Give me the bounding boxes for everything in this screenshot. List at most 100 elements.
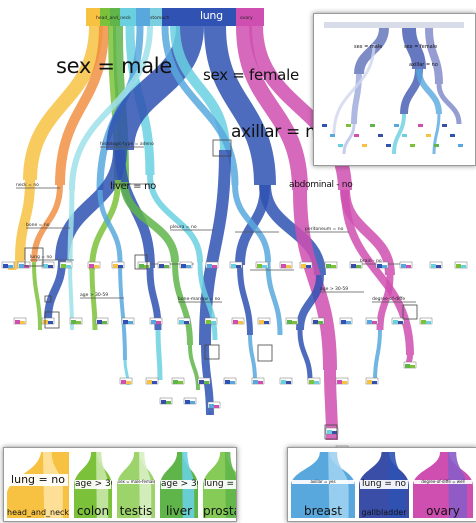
minimap-label: sex = male	[354, 44, 382, 50]
minimap-leaf	[410, 144, 415, 147]
flow-band	[259, 184, 326, 276]
leaf-node	[95, 317, 109, 325]
root-class-label: stomach	[150, 15, 169, 21]
node-label: peritoneum = no	[305, 226, 344, 232]
leaf-node	[205, 261, 219, 269]
leaf-node	[197, 377, 211, 385]
split-label-abdominal-no: abdominal - no	[289, 180, 353, 190]
leaf-condition: lung = no	[8, 474, 68, 486]
leaf-condition: degree-of-diffe = well	[414, 479, 472, 485]
root-segment	[120, 8, 136, 26]
selected-node-box	[134, 254, 148, 270]
leaf-node	[251, 377, 265, 385]
minimap-leaf	[418, 124, 423, 127]
minimap-leaf	[442, 124, 447, 127]
minimap-band	[351, 73, 362, 125]
leaf-class-name: prostate	[203, 504, 236, 518]
root-segment	[100, 8, 110, 26]
leaf-node	[87, 261, 101, 269]
leaf-liver[interactable]: age > 30-59 liver	[160, 452, 198, 518]
leaf-node	[119, 377, 133, 385]
leaf-flow-icon	[291, 452, 355, 518]
leaf-flow-icon	[117, 452, 155, 518]
minimap-leaf	[362, 144, 367, 147]
leaf-condition: age > 30-59	[161, 479, 198, 490]
overview-minimap[interactable]: sex = male sex = female axillar = no	[313, 13, 476, 166]
leaf-class-name: ovary	[426, 504, 460, 518]
flow-band	[236, 25, 308, 191]
leaf-prostate[interactable]: lung = no prostate	[203, 452, 236, 518]
leaf-legend-left: lung = no head_and_neck age > 30-59colonse…	[3, 447, 237, 522]
leaf-testis[interactable]: sex = male-female testis	[117, 452, 155, 518]
minimap-leaf	[426, 134, 431, 137]
leaf-node	[207, 401, 221, 409]
minimap-label: axillar = no	[409, 62, 438, 68]
leaf-node	[1, 261, 15, 269]
leaf-node	[255, 261, 269, 269]
minimap-leaf	[402, 134, 407, 137]
flow-band	[373, 329, 382, 381]
leaf-node	[149, 317, 163, 325]
flow-band	[155, 329, 163, 381]
minimap-band	[402, 27, 426, 70]
leaf-node	[17, 261, 31, 269]
flow-band	[265, 261, 283, 336]
flow-band	[44, 259, 66, 321]
flow-band	[23, 25, 103, 181]
leaf-node	[324, 261, 338, 269]
flow-band	[8, 259, 24, 271]
selected-node-box	[44, 295, 52, 303]
leaf-node	[285, 317, 299, 325]
leaf-node	[229, 261, 243, 269]
node-label: bone = no	[26, 222, 50, 228]
leaf-node	[41, 261, 55, 269]
node-label: degree-of-diffe	[372, 296, 405, 302]
leaf-breast[interactable]: axillar = yes breast	[291, 452, 355, 518]
leaf-node	[59, 261, 73, 269]
node-label: pleura = no	[170, 224, 197, 230]
minimap-leaf	[394, 124, 399, 127]
leaf-node	[307, 377, 321, 385]
minimap-band	[332, 43, 376, 135]
root-segment	[150, 8, 162, 26]
selected-node-box	[204, 344, 220, 360]
leaf-condition: lung = no	[360, 479, 408, 490]
leaf-node	[299, 261, 313, 269]
selected-node-box	[44, 311, 60, 329]
leaf-node	[179, 261, 193, 269]
flow-band	[32, 261, 42, 331]
leaf-node	[257, 317, 271, 325]
leaf-colon[interactable]: age > 30-59 colon	[74, 452, 112, 518]
leaf-ovary[interactable]: degree-of-diffe = well ovary	[413, 452, 473, 518]
leaf-node	[325, 427, 339, 435]
leaf-node	[204, 317, 218, 325]
leaf-legend-right: axillar = yes breast lung = no gallbladder d…	[287, 447, 476, 522]
leaf-class-name: head_and_neck	[7, 508, 69, 517]
leaf-node	[403, 361, 417, 369]
leaf-node	[223, 377, 237, 385]
minimap-leaf	[370, 124, 375, 127]
root-segment	[110, 8, 120, 26]
leaf-node	[391, 317, 405, 325]
split-label-sex-male: sex = male	[56, 54, 172, 78]
leaf-class-name: liver	[165, 504, 193, 518]
leaf-condition: lung = no	[204, 479, 236, 490]
split-label-axillar-no: axillar = no	[231, 122, 326, 142]
minimap-leaf	[322, 124, 327, 127]
selected-node-box	[24, 247, 44, 267]
node-label: brain - no	[360, 258, 382, 264]
leaf-node	[231, 317, 245, 325]
leaf-node	[145, 377, 159, 385]
root-label-lung: lung	[200, 9, 223, 22]
minimap-leaf	[346, 124, 351, 127]
leaf-node	[157, 261, 171, 269]
leaf-gallbladder[interactable]: lung = no gallbladder	[359, 452, 409, 518]
leaf-node	[41, 317, 55, 325]
leaf-head-and-neck[interactable]: lung = no head_and_neck	[7, 452, 69, 518]
leaf-condition: age > 30-59	[75, 479, 112, 490]
flow-band	[161, 25, 239, 186]
leaf-flow-icon	[413, 452, 473, 518]
leaf-node	[365, 317, 379, 325]
minimap-leaf	[338, 144, 343, 147]
